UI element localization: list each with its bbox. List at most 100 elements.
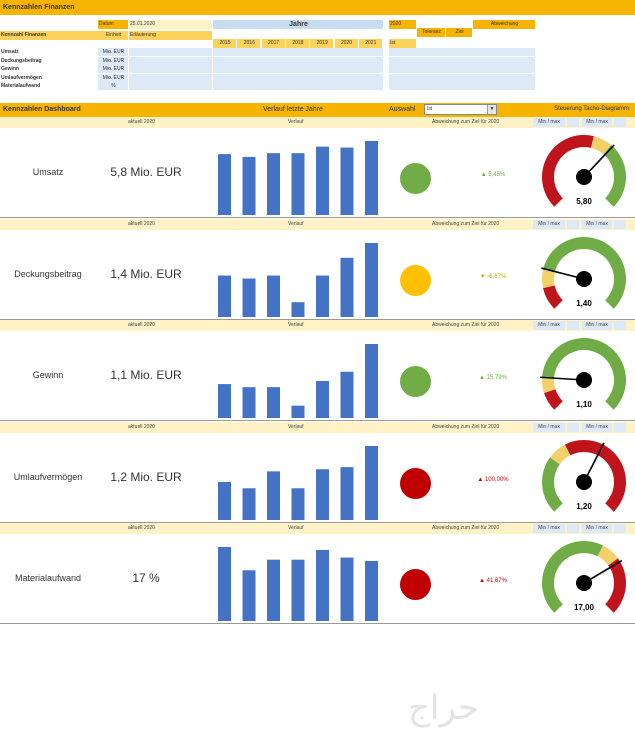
min-max-label: Min / max	[582, 219, 612, 229]
gauge-zone	[597, 545, 618, 566]
kpi-row: aktuell 2020 Verlauf Abweichung zum Ziel f…	[0, 320, 635, 421]
kpi-subheader: aktuell 2020 Verlauf Abweichung zum Ziel f…	[0, 117, 635, 128]
kennzahl-header: Kennzahl Finanzen	[0, 31, 98, 40]
table-row-name: Materialaufwand	[1, 83, 41, 90]
abweichung-label: Abweichung zum Ziel für 2020	[432, 322, 500, 328]
gauge-zone	[605, 558, 626, 613]
gauge-value: 1,40	[576, 299, 592, 308]
spin-up-button[interactable]	[614, 219, 626, 229]
gauge-zone	[591, 136, 612, 155]
auswahl-select[interactable]: Ist ▼	[424, 104, 497, 115]
kpi-row: aktuell 2020 Verlauf Abweichung zum Ziel f…	[0, 218, 635, 320]
min-max-label: Min / max	[533, 524, 565, 533]
table-row-name: Umlaufvermögen	[1, 74, 42, 81]
table-row-targets[interactable]	[389, 56, 535, 65]
datum-value[interactable]: 25.01.2020	[129, 20, 212, 29]
kpi-name: Materialaufwand	[14, 573, 82, 583]
chart-bar	[267, 275, 280, 317]
ist-header: Ist	[389, 39, 416, 48]
status-indicator	[400, 163, 431, 194]
steuerung-label: Steuerung Tacho-Diagramm	[554, 106, 629, 112]
table-row-years[interactable]	[213, 73, 383, 82]
erlaeuterung-header: Erläuterung	[129, 31, 212, 40]
table-row-targets[interactable]	[389, 65, 535, 74]
table-row-targets[interactable]	[389, 48, 535, 56]
table-row-erlaeuterung[interactable]	[129, 73, 212, 82]
chart-bar	[218, 154, 231, 215]
tacho-gauge: 1,40	[541, 236, 626, 309]
verlauf-label: Verlauf	[288, 220, 304, 227]
jahre-label: Jahre	[213, 20, 383, 29]
gauge-value: 5,80	[576, 197, 592, 206]
table-row-targets[interactable]	[389, 73, 535, 82]
chart-bar	[267, 559, 280, 621]
spin-up-button[interactable]	[614, 321, 626, 330]
table-row-erlaeuterung[interactable]	[129, 56, 212, 65]
aktuell-label: aktuell 2020	[128, 220, 155, 227]
chart-bar	[267, 470, 280, 520]
gauge-zone	[542, 541, 604, 613]
chart-bar	[340, 557, 354, 621]
table-row-years[interactable]	[213, 56, 383, 65]
spin-down-button[interactable]	[567, 321, 579, 330]
min-max-label: Min / max	[533, 422, 565, 432]
chart-bar	[218, 384, 231, 418]
verlauf-bar-chart	[218, 344, 378, 418]
spin-down-button[interactable]	[567, 118, 579, 127]
deviation-value: ▼ -6,67%	[479, 273, 507, 280]
spin-up-button[interactable]	[614, 524, 626, 533]
verlauf-bar-chart	[218, 242, 378, 317]
table-row-name: Umsatz	[1, 49, 19, 55]
chart-bar	[218, 547, 231, 621]
kpi-value: 1,1 Mio. EUR	[110, 368, 182, 382]
auswahl-label: Auswahl	[389, 106, 416, 113]
chart-bar	[218, 275, 231, 317]
deviation-value: ▲ 15,79%	[479, 375, 507, 381]
chart-bar	[340, 257, 354, 317]
chart-bar	[242, 570, 256, 621]
table-row-erlaeuterung[interactable]	[129, 82, 212, 91]
table-row-years[interactable]	[213, 48, 383, 56]
table-row-targets[interactable]	[389, 82, 535, 91]
deviation-value: ▲ 100,00%	[477, 476, 509, 483]
table-row-erlaeuterung[interactable]	[129, 48, 212, 56]
chart-bar	[316, 275, 329, 317]
verlauf-label: Verlauf	[288, 119, 304, 125]
kpi-name: Gewinn	[32, 370, 64, 380]
spin-up-button[interactable]	[614, 422, 626, 432]
table-row-erlaeuterung[interactable]	[129, 65, 212, 74]
kpi-value: 5,8 Mio. EUR	[110, 165, 182, 179]
chevron-down-icon[interactable]: ▼	[487, 105, 496, 114]
kpi-subheader: aktuell 2020 Verlauf Abweichung zum Ziel f…	[0, 320, 635, 331]
gauge-hub	[576, 575, 592, 591]
table-row-unit: %	[98, 82, 128, 91]
chart-bar	[291, 301, 305, 317]
spin-down-button[interactable]	[567, 422, 579, 432]
gauge-hub	[576, 473, 592, 490]
chart-bar	[291, 153, 305, 215]
table-row-years[interactable]	[213, 65, 383, 74]
gauge-zone	[542, 377, 556, 393]
abweichung-label: Abweichung zum Ziel für 2020	[432, 423, 500, 430]
min-max-label: Min / max	[533, 118, 565, 127]
chart-bar	[316, 549, 329, 621]
table-row-years[interactable]	[213, 82, 383, 91]
kpi-subheader: aktuell 2020 Verlauf Abweichung zum Ziel f…	[0, 523, 635, 534]
gauge-hub	[576, 169, 592, 185]
min-max-label: Min / max	[582, 118, 612, 127]
year-header: 2019	[310, 39, 334, 48]
kpi-value: 1,2 Mio. EUR	[110, 469, 182, 484]
abweichung-label: Abweichung zum Ziel für 2020	[432, 119, 500, 125]
gauge-value: 1,10	[576, 400, 592, 409]
spin-down-button[interactable]	[567, 524, 579, 533]
dashboard-title: Kennzahlen Dashboard	[3, 106, 81, 113]
aktuell-label: aktuell 2020	[128, 525, 155, 531]
kpi-value: 17 %	[132, 571, 160, 585]
spin-up-button[interactable]	[614, 118, 626, 127]
abweichung-label: Abweichung zum Ziel für 2020	[432, 220, 500, 227]
chart-bar	[267, 387, 280, 418]
min-max-label: Min / max	[582, 524, 612, 533]
chart-bar	[316, 381, 329, 418]
spin-down-button[interactable]	[567, 219, 579, 229]
chart-bar	[365, 242, 378, 317]
